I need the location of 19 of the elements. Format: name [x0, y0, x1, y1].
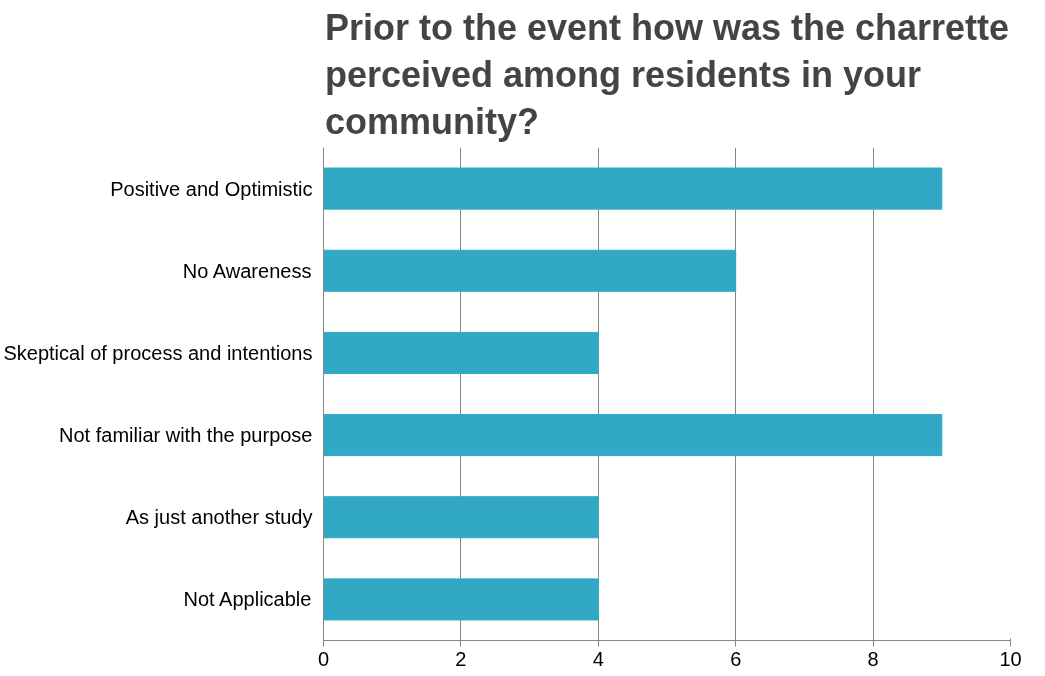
bar	[323, 331, 599, 374]
bar	[323, 414, 943, 457]
x-tick-label: 4	[592, 647, 604, 670]
y-tick-label: As just another study	[125, 506, 313, 529]
bar	[323, 167, 943, 210]
x-tick-label: 0	[317, 647, 330, 670]
y-tick-label: No Awareness	[182, 259, 312, 282]
bar	[323, 578, 599, 621]
x-tick-label: 2	[455, 647, 467, 670]
y-tick-label: Not familiar with the purpose	[59, 424, 313, 447]
x-tick-label: 8	[867, 647, 879, 670]
y-tick-label: Positive and Optimistic	[110, 177, 313, 200]
bar	[323, 496, 599, 539]
y-tick-label: Skeptical of process and intentions	[3, 341, 313, 364]
x-tick-label: 6	[730, 647, 742, 670]
chart-title: Prior to the event how was the charrette perceived among residents in your community?	[324, 7, 1010, 143]
y-tick-label: Not Applicable	[183, 588, 312, 611]
bar	[323, 249, 737, 292]
x-tick-label: 10	[999, 647, 1022, 670]
